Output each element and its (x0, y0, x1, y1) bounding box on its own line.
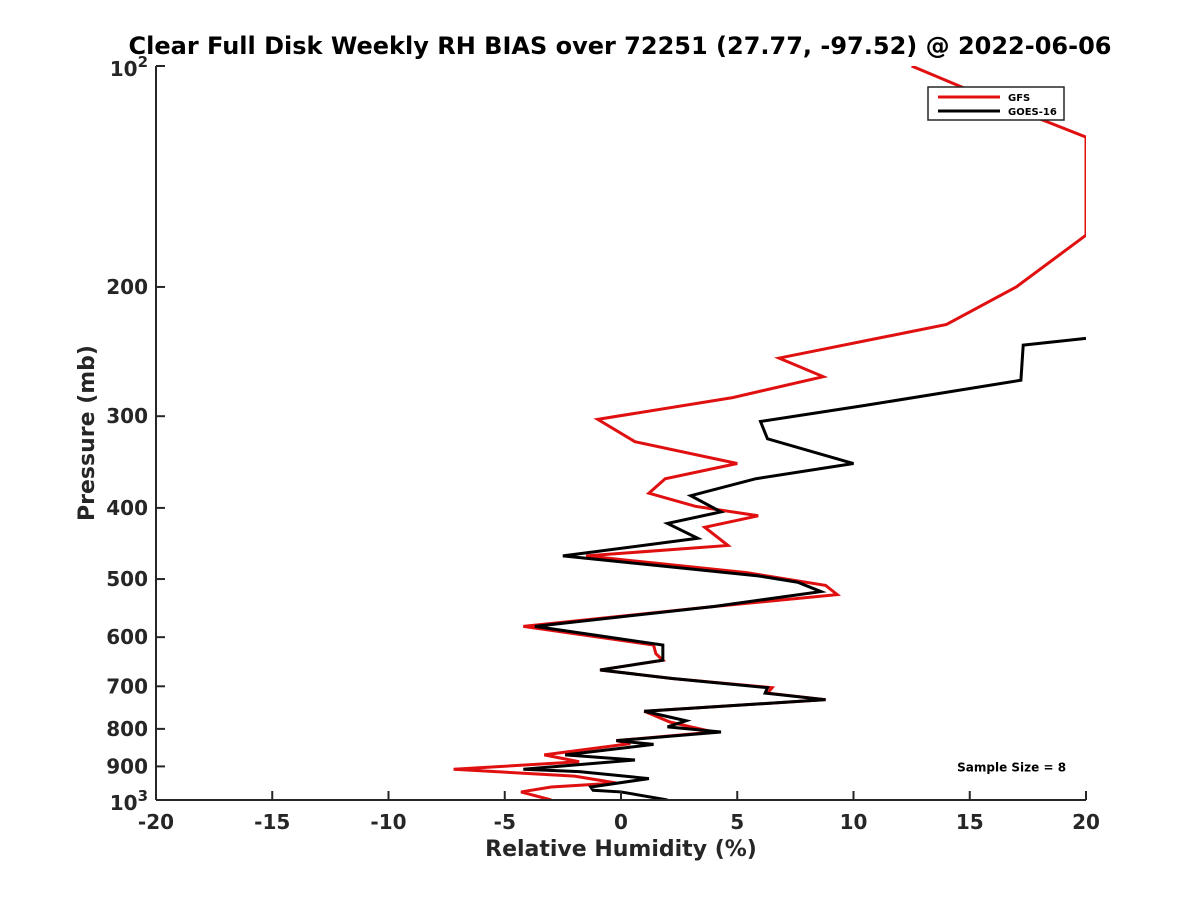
ticks-layer: -20 -15 -10 -5 0 5 10 15 20 200 300 400 500 600 700 800… (106, 53, 1100, 834)
x-tick-label: 0 (614, 810, 628, 834)
y-tick-label: 300 (106, 404, 148, 428)
y-tick-label: 700 (106, 674, 148, 698)
y-axis-label: Pressure (mb) (75, 345, 100, 521)
y-tick-label-power: 102 (110, 53, 148, 81)
x-tick-label: -5 (494, 810, 516, 834)
x-tick-label: 20 (1072, 810, 1100, 834)
x-tick-label: 10 (840, 810, 868, 834)
series-layer (453, 66, 1086, 800)
x-tick-label: -20 (138, 810, 174, 834)
y-tick-label-power: 103 (110, 787, 148, 815)
y-tick-label: 200 (106, 275, 148, 299)
x-tick-label: -10 (370, 810, 406, 834)
y-tick-label: 600 (106, 625, 148, 649)
y-tick-label: 400 (106, 496, 148, 520)
series-line-goes-16 (523, 336, 1086, 800)
y-tick-label: 800 (106, 717, 148, 741)
annotations: Sample Size = 8 (957, 760, 1066, 774)
x-tick-label: -15 (254, 810, 290, 834)
y-tick-label: 900 (106, 754, 148, 778)
x-axis-label: Relative Humidity (%) (485, 837, 757, 862)
legend-label: GFS (1008, 93, 1030, 104)
legend-label: GOES-16 (1008, 107, 1057, 118)
y-tick-label: 500 (106, 567, 148, 591)
sample-size-annotation: Sample Size = 8 (957, 760, 1066, 774)
x-tick-label: 15 (956, 810, 984, 834)
legend: GFS GOES-16 (927, 86, 1065, 121)
chart-title: Clear Full Disk Weekly RH BIAS over 7225… (129, 32, 1112, 60)
legend-box (927, 86, 1065, 121)
x-tick-label: 5 (730, 810, 744, 834)
